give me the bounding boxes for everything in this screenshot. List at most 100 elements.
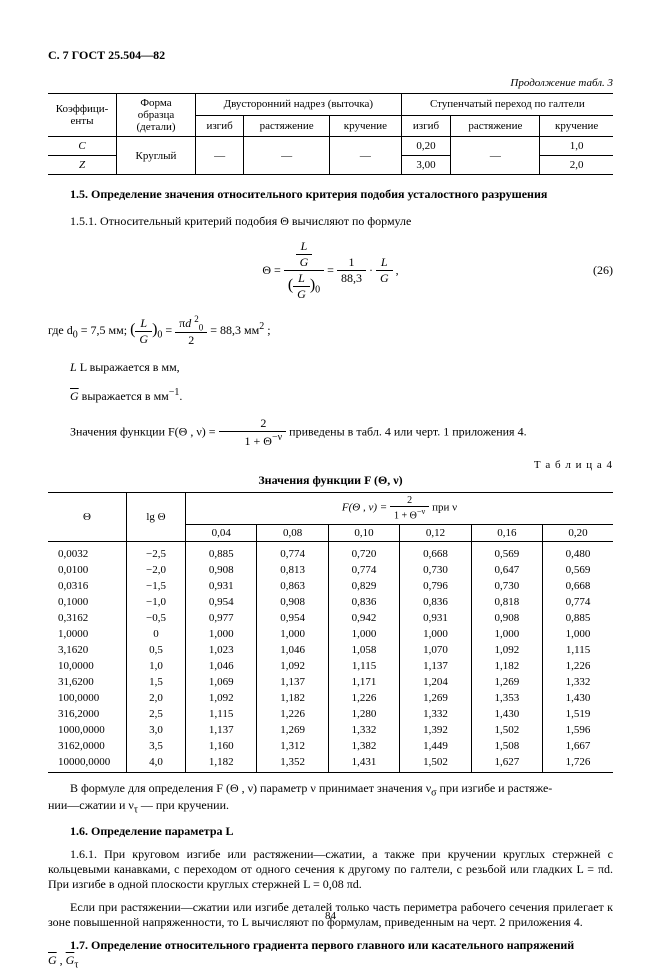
table-cell: 0,818 — [471, 594, 542, 610]
table-cell: 1,431 — [328, 754, 399, 773]
table-cell: 0,720 — [328, 541, 399, 562]
t3-r1-v6: 2,0 — [540, 156, 613, 175]
table-cell: 1,000 — [328, 626, 399, 642]
table-cell: 0,836 — [400, 594, 471, 610]
table-cell: 1,182 — [471, 658, 542, 674]
t3-h-s5: растяжение — [451, 115, 540, 137]
table-cell: 1,667 — [543, 738, 613, 754]
table-cell: 1,332 — [543, 674, 613, 690]
table-cell: −0,5 — [127, 610, 186, 626]
table-cell: 1,171 — [328, 674, 399, 690]
table-cell: 0,730 — [400, 562, 471, 578]
table-cell: 1,092 — [186, 690, 257, 706]
after-p1: В формуле для определения F (Θ , ν) пара… — [48, 781, 613, 798]
table-cell: 1,137 — [257, 674, 328, 690]
table-cell: 1,280 — [328, 706, 399, 722]
table-cell: 1,269 — [471, 674, 542, 690]
table-cell: −1,5 — [127, 578, 186, 594]
table-cell: 1,0000 — [48, 626, 127, 642]
table-cell: 1,023 — [186, 642, 257, 658]
sec-1-7-title: 1.7. Определение относительного градиент… — [48, 938, 613, 953]
table-cell: 1,137 — [186, 722, 257, 738]
table-cell: 1,160 — [186, 738, 257, 754]
table-cell: 0,885 — [543, 610, 613, 626]
table-cell: 1,069 — [186, 674, 257, 690]
t3-h-g1: Двусторонний надрез (выточка) — [196, 94, 402, 116]
t3-r0-v4: 0,20 — [401, 137, 451, 156]
t3-h-s4: изгиб — [401, 115, 451, 137]
table-cell: −1,0 — [127, 594, 186, 610]
table-cell: −2,5 — [127, 541, 186, 562]
t3-h-coef: Коэффици- енты — [48, 94, 117, 137]
table-cell: 1,115 — [186, 706, 257, 722]
table-cell: 1,092 — [471, 642, 542, 658]
table-cell: 1,430 — [543, 690, 613, 706]
table-cell: 0,774 — [257, 541, 328, 562]
table-cell: 1,430 — [471, 706, 542, 722]
sec-1-6-1: 1.6.1. При круговом изгибе или растяжени… — [48, 847, 613, 892]
t4-h-nu-2: 0,10 — [328, 524, 399, 541]
where-3: G выражается в мм−1. — [48, 387, 613, 404]
table-cell: 0,942 — [328, 610, 399, 626]
table3-continuation: Продолжение табл. 3 — [48, 77, 613, 89]
table-cell: 2,0 — [127, 690, 186, 706]
table-cell: 0,774 — [543, 594, 613, 610]
table-cell: 1,115 — [543, 642, 613, 658]
table-4: Θ lg Θ F(Θ , ν) = 21 + Θ−ν при ν 0,04 0,… — [48, 492, 613, 772]
t3-r-v5: — — [451, 137, 540, 175]
table-cell: 1,508 — [471, 738, 542, 754]
table-cell: 0,730 — [471, 578, 542, 594]
where-1: где d0 = 7,5 мм; (LG)0 = πd 202 = 88,3 м… — [48, 314, 613, 348]
table-cell: 10,0000 — [48, 658, 127, 674]
t3-r-v1: — — [196, 137, 244, 175]
table-cell: 0,885 — [186, 541, 257, 562]
page-number: 84 — [0, 910, 661, 922]
table-cell: 1,000 — [257, 626, 328, 642]
table-cell: 1,5 — [127, 674, 186, 690]
table-cell: 0,829 — [328, 578, 399, 594]
table-cell: −2,0 — [127, 562, 186, 578]
table-cell: 0,569 — [543, 562, 613, 578]
table-cell: 0,908 — [471, 610, 542, 626]
t3-h-g2: Ступенчатый переход по галтели — [401, 94, 613, 116]
t4-h-nu-1: 0,08 — [257, 524, 328, 541]
page-header: С. 7 ГОСТ 25.504—82 — [48, 48, 613, 63]
table-cell: 1,382 — [328, 738, 399, 754]
table-cell: 0,908 — [257, 594, 328, 610]
t3-h-s2: растяжение — [244, 115, 330, 137]
table-cell: 1000,0000 — [48, 722, 127, 738]
sec-1-6-title: 1.6. Определение параметра L — [48, 824, 613, 839]
table-cell: 316,2000 — [48, 706, 127, 722]
table-cell: 100,0000 — [48, 690, 127, 706]
table-cell: 0,1000 — [48, 594, 127, 610]
table-cell: 1,182 — [257, 690, 328, 706]
sec-1-5-1: 1.5.1. Относительный критерий подобия Θ … — [48, 214, 613, 229]
table-cell: 1,137 — [400, 658, 471, 674]
t3-r0-v6: 1,0 — [540, 137, 613, 156]
table-cell: 0,908 — [186, 562, 257, 578]
t3-h-s6: кручение — [540, 115, 613, 137]
table-cell: 0,668 — [400, 541, 471, 562]
sec-1-5-2: Значения функции F(Θ , ν) = 21 + Θ−ν при… — [48, 416, 613, 449]
table-cell: 0 — [127, 626, 186, 642]
table4-title: Значения функции F (Θ, ν) — [48, 473, 613, 488]
table-cell: 1,046 — [186, 658, 257, 674]
table-cell: 1,092 — [257, 658, 328, 674]
table-cell: 1,0 — [127, 658, 186, 674]
t4-h-nu-0: 0,04 — [186, 524, 257, 541]
eq-num-26: (26) — [593, 263, 613, 278]
t4-h-lgtheta: lg Θ — [127, 493, 186, 541]
table-cell: 0,0316 — [48, 578, 127, 594]
table-cell: 1,332 — [328, 722, 399, 738]
table-cell: 10000,0000 — [48, 754, 127, 773]
table-cell: 1,000 — [400, 626, 471, 642]
table-cell: 0,931 — [186, 578, 257, 594]
table-cell: 1,353 — [471, 690, 542, 706]
table-cell: 1,312 — [257, 738, 328, 754]
table-cell: 1,269 — [400, 690, 471, 706]
table-cell: 2,5 — [127, 706, 186, 722]
table-cell: 1,226 — [257, 706, 328, 722]
t3-h-s1: изгиб — [196, 115, 244, 137]
table-cell: 1,000 — [543, 626, 613, 642]
t4-h-nu-3: 0,12 — [400, 524, 471, 541]
